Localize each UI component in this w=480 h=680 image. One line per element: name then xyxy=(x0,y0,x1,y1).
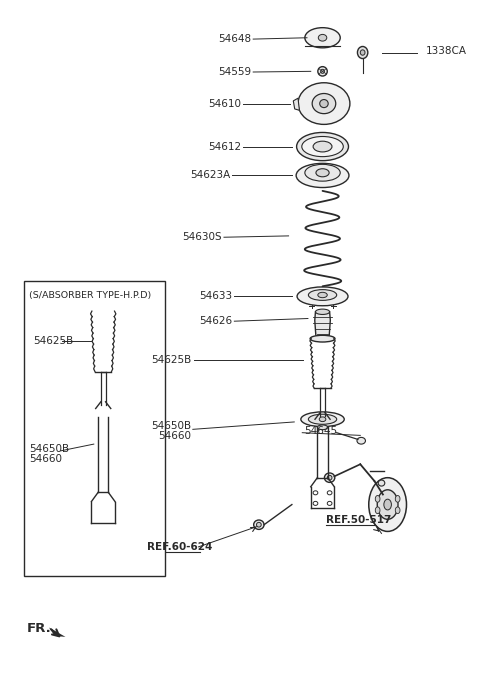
Text: 54625B: 54625B xyxy=(152,355,192,365)
Text: 54623A: 54623A xyxy=(190,171,230,180)
Ellipse shape xyxy=(256,522,261,527)
Ellipse shape xyxy=(324,473,335,482)
Ellipse shape xyxy=(298,83,350,124)
Text: REF.60-624: REF.60-624 xyxy=(147,542,213,552)
Circle shape xyxy=(375,496,380,503)
Ellipse shape xyxy=(305,28,340,48)
Circle shape xyxy=(395,496,400,503)
Ellipse shape xyxy=(301,412,344,426)
FancyBboxPatch shape xyxy=(24,281,166,577)
Circle shape xyxy=(375,507,380,513)
Ellipse shape xyxy=(360,50,365,55)
Text: 54660: 54660 xyxy=(30,454,62,464)
Text: 54610: 54610 xyxy=(208,99,241,109)
Ellipse shape xyxy=(89,403,118,413)
Text: FR.: FR. xyxy=(27,622,51,635)
Ellipse shape xyxy=(308,290,336,301)
Ellipse shape xyxy=(253,520,264,530)
Text: 54648: 54648 xyxy=(218,34,252,44)
Ellipse shape xyxy=(319,417,326,422)
Ellipse shape xyxy=(312,93,336,114)
Text: 54650B: 54650B xyxy=(151,421,191,431)
Text: 54612: 54612 xyxy=(208,141,241,152)
Ellipse shape xyxy=(91,308,116,314)
Ellipse shape xyxy=(305,165,340,181)
Text: 54625B: 54625B xyxy=(34,337,73,346)
Text: 54559: 54559 xyxy=(218,67,252,77)
Text: 54626: 54626 xyxy=(199,316,232,326)
Circle shape xyxy=(369,477,407,532)
Ellipse shape xyxy=(358,46,368,58)
Circle shape xyxy=(384,499,391,510)
Text: 54633: 54633 xyxy=(199,291,232,301)
Polygon shape xyxy=(49,628,65,637)
Ellipse shape xyxy=(318,292,327,298)
Ellipse shape xyxy=(310,335,335,342)
Ellipse shape xyxy=(317,425,328,430)
Ellipse shape xyxy=(302,137,343,156)
Ellipse shape xyxy=(321,69,324,73)
Text: 54660: 54660 xyxy=(158,431,191,441)
Polygon shape xyxy=(293,98,300,110)
Ellipse shape xyxy=(297,133,348,160)
Ellipse shape xyxy=(316,169,329,177)
Ellipse shape xyxy=(318,35,327,41)
Ellipse shape xyxy=(320,99,328,107)
Text: 54630S: 54630S xyxy=(182,233,222,242)
Ellipse shape xyxy=(357,437,365,444)
Text: REF.50-517: REF.50-517 xyxy=(326,515,392,525)
Text: 1338CA: 1338CA xyxy=(425,46,467,56)
Circle shape xyxy=(377,490,398,520)
Ellipse shape xyxy=(100,406,107,411)
Ellipse shape xyxy=(296,163,349,188)
Text: 54650B: 54650B xyxy=(30,444,70,454)
Ellipse shape xyxy=(378,480,385,486)
Text: (S/ABSORBER TYPE-H.P.D): (S/ABSORBER TYPE-H.P.D) xyxy=(29,291,151,300)
Ellipse shape xyxy=(318,67,327,76)
Ellipse shape xyxy=(308,414,336,424)
Circle shape xyxy=(395,507,400,513)
Ellipse shape xyxy=(98,414,108,419)
Ellipse shape xyxy=(315,309,330,314)
Ellipse shape xyxy=(313,141,332,152)
Ellipse shape xyxy=(327,475,332,480)
Ellipse shape xyxy=(82,401,125,416)
Ellipse shape xyxy=(297,287,348,306)
Polygon shape xyxy=(315,312,330,340)
Text: 54645: 54645 xyxy=(304,426,337,437)
